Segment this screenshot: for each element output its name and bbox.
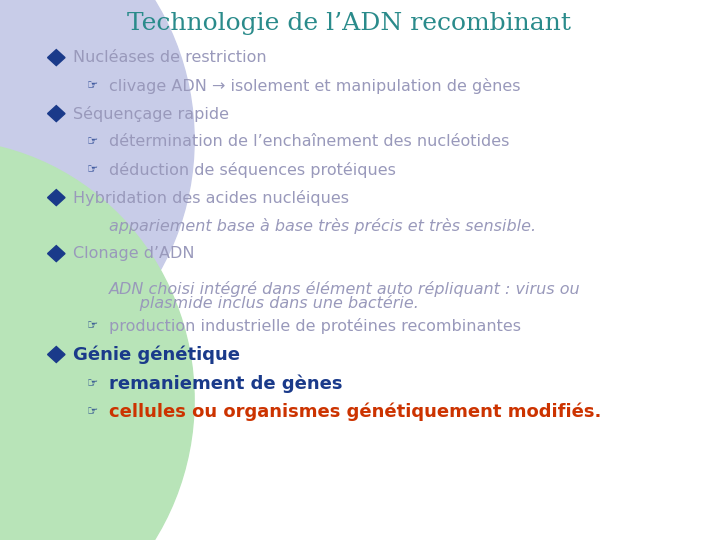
Text: ☞: ☞ [86, 377, 98, 390]
Polygon shape [48, 106, 65, 122]
Polygon shape [48, 190, 65, 206]
Text: cellules ou organismes génétiquement modifiés.: cellules ou organismes génétiquement mod… [109, 402, 601, 421]
Polygon shape [48, 347, 65, 362]
Text: Technologie de l’ADN recombinant: Technologie de l’ADN recombinant [127, 12, 572, 35]
Text: Nucléases de restriction: Nucléases de restriction [73, 50, 266, 65]
Text: appariement base à base très précis et très sensible.: appariement base à base très précis et t… [109, 218, 536, 234]
Text: Hybridation des acides nucléiques: Hybridation des acides nucléiques [73, 190, 348, 206]
Text: ☞: ☞ [86, 319, 98, 332]
Circle shape [0, 0, 194, 400]
Text: Génie génétique: Génie génétique [73, 345, 240, 364]
Text: production industrielle de protéines recombinantes: production industrielle de protéines rec… [109, 318, 521, 334]
Text: Séquençage rapide: Séquençage rapide [73, 106, 229, 122]
Text: plasmide inclus dans une bactérie.: plasmide inclus dans une bactérie. [109, 295, 418, 311]
Text: ☞: ☞ [86, 163, 98, 176]
Text: remaniement de gènes: remaniement de gènes [109, 374, 342, 393]
Text: ADN choisi intégré dans élément auto répliquant : virus ou: ADN choisi intégré dans élément auto rép… [109, 281, 580, 297]
Polygon shape [48, 246, 65, 261]
Text: ☞: ☞ [86, 405, 98, 418]
Text: ☞: ☞ [86, 135, 98, 148]
Text: clivage ADN → isolement et manipulation de gènes: clivage ADN → isolement et manipulation … [109, 78, 521, 93]
Text: ☞: ☞ [86, 79, 98, 92]
Text: détermination de l’enchaînement des nucléotides: détermination de l’enchaînement des nucl… [109, 134, 509, 149]
Circle shape [0, 140, 194, 540]
Text: Clonage d’ADN: Clonage d’ADN [73, 246, 194, 261]
Polygon shape [48, 50, 65, 65]
Text: déduction de séquences protéiques: déduction de séquences protéiques [109, 161, 395, 178]
